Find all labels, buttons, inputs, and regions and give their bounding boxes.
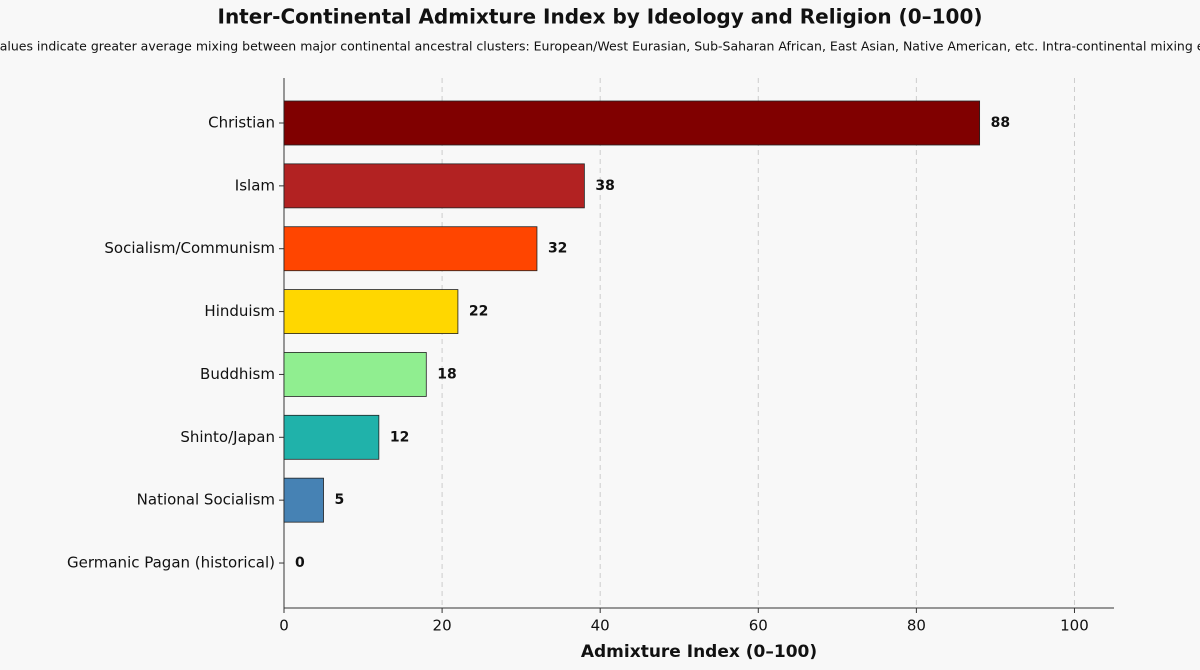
value-label: 38 — [595, 178, 614, 194]
value-label: 12 — [390, 429, 409, 445]
chart-subtitle: (Higher values indicate greater average … — [0, 39, 1200, 54]
value-label: 18 — [437, 366, 456, 382]
x-tick-label: 0 — [279, 617, 289, 635]
value-label: 5 — [335, 492, 345, 508]
x-tick-label: 80 — [907, 617, 926, 635]
x-tick-label: 60 — [749, 617, 768, 635]
y-tick-label: Christian — [208, 114, 275, 132]
y-tick-label: Hinduism — [204, 302, 275, 320]
bar — [283, 289, 459, 334]
value-label: 32 — [548, 241, 567, 257]
x-tick-label: 40 — [591, 617, 610, 635]
bar — [283, 226, 538, 272]
value-label: 22 — [469, 304, 488, 320]
value-label: 0 — [295, 555, 305, 571]
x-axis-label: Admixture Index (0–100) — [581, 642, 817, 662]
y-tick-label: Islam — [235, 176, 275, 194]
bar — [283, 414, 380, 460]
value-label: 88 — [991, 115, 1010, 131]
bar — [283, 477, 324, 523]
x-tick-label: 100 — [1060, 617, 1089, 635]
bar — [283, 352, 427, 397]
y-tick-label: Shinto/Japan — [180, 428, 275, 446]
x-tick-label: 20 — [433, 617, 452, 635]
bar — [283, 163, 585, 209]
bar — [283, 100, 981, 146]
chart-title: Inter-Continental Admixture Index by Ide… — [218, 5, 983, 29]
y-tick-label: Germanic Pagan (historical) — [67, 554, 275, 572]
y-tick-label: Buddhism — [200, 365, 275, 383]
y-tick-label: National Socialism — [137, 491, 275, 509]
y-tick-label: Socialism/Communism — [104, 239, 275, 257]
